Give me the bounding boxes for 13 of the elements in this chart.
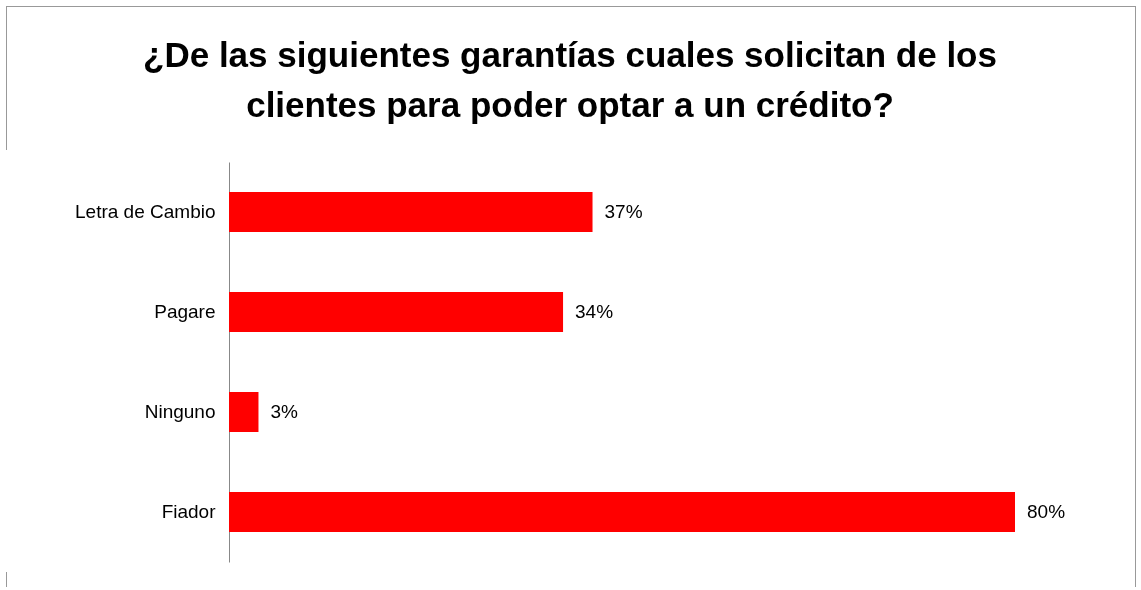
data-label: 3% — [270, 401, 299, 422]
y-tick-label: Pagare — [154, 301, 216, 322]
chart-title: ¿De las siguientes garantías cuales solicitan de los clientes para poder optar a un crédito? — [142, 34, 998, 126]
y-tick-label: Fiador — [161, 501, 217, 522]
data-label: 34% — [575, 301, 614, 322]
bar — [229, 192, 593, 232]
y-tick-label: Letra de Cambio — [75, 201, 216, 222]
data-label: 80% — [1027, 501, 1066, 522]
data-label: 37% — [604, 201, 643, 222]
bar — [229, 492, 1015, 532]
y-tick-label: Ninguno — [144, 401, 216, 422]
bar — [229, 392, 259, 432]
bar — [229, 292, 564, 332]
